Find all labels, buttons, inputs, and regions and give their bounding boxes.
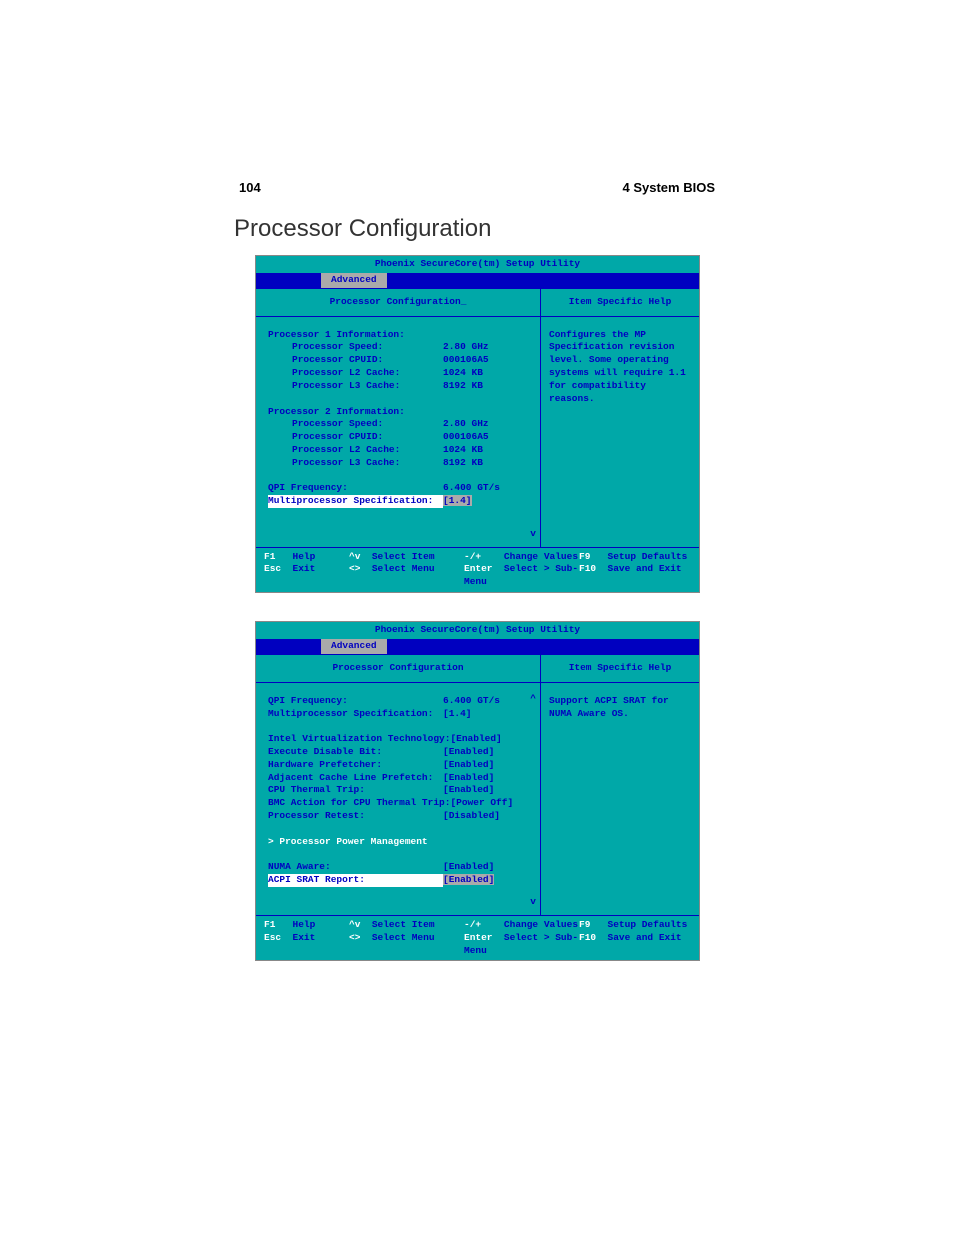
help-text: Configures the MP Specification revision… — [541, 317, 699, 418]
proc2-speed-label: Processor Speed: — [268, 418, 443, 431]
help-panel-title: Item Specific Help — [541, 289, 699, 317]
ctt-value[interactable]: [Enabled] — [443, 784, 532, 797]
page-number: 104 — [239, 180, 261, 195]
proc1-l2-value: 1024 KB — [443, 367, 532, 380]
mp-spec-value[interactable]: [1.4] — [443, 495, 472, 506]
bios-help-panel: Item Specific Help Configures the MP Spe… — [541, 289, 699, 547]
bios-footer: F1 Help ^v Select Item -/+ Change Values… — [256, 547, 699, 592]
proc2-speed-value: 2.80 GHz — [443, 418, 532, 431]
vt-value[interactable]: [Enabled] — [450, 733, 532, 746]
bios-screen-2: Phoenix SecureCore(tm) Setup Utility Adv… — [255, 621, 700, 961]
qpi-value: 6.400 GT/s — [443, 695, 532, 708]
mp-spec-value[interactable]: [1.4] — [443, 708, 532, 721]
vt-label[interactable]: Intel Virtualization Technology: — [268, 733, 450, 746]
main-panel-title: Processor Configuration_ — [256, 289, 540, 317]
bios-screen-1: Phoenix SecureCore(tm) Setup Utility Adv… — [255, 255, 700, 593]
numa-value[interactable]: [Enabled] — [443, 861, 532, 874]
bmc-label[interactable]: BMC Action for CPU Thermal Trip: — [268, 797, 450, 810]
bmc-value[interactable]: [Power Off] — [450, 797, 532, 810]
pr-value[interactable]: [Disabled] — [443, 810, 532, 823]
numa-label[interactable]: NUMA Aware: — [268, 861, 443, 874]
proc2-l2-label: Processor L2 Cache: — [268, 444, 443, 457]
tab-advanced[interactable]: Advanced — [321, 639, 387, 654]
proc2-l3-label: Processor L3 Cache: — [268, 457, 443, 470]
tab-advanced[interactable]: Advanced — [321, 273, 387, 288]
bios-main-panel: Processor Configuration_ Processor 1 Inf… — [256, 289, 541, 547]
srat-label[interactable]: ACPI SRAT Report: — [268, 874, 443, 887]
mp-spec-label[interactable]: Multiprocessor Specification: — [268, 708, 443, 721]
scroll-up-icon: ^ — [530, 693, 536, 706]
xd-label[interactable]: Execute Disable Bit: — [268, 746, 443, 759]
proc1-speed-value: 2.80 GHz — [443, 341, 532, 354]
bios-tabbar: Advanced — [256, 639, 699, 655]
help-panel-title: Item Specific Help — [541, 655, 699, 683]
proc1-l3-value: 8192 KB — [443, 380, 532, 393]
section-title: Processor Configuration — [234, 215, 720, 243]
mp-spec-label[interactable]: Multiprocessor Specification: — [268, 495, 443, 508]
qpi-label: QPI Frequency: — [268, 695, 443, 708]
bios-footer: F1 Help ^v Select Item -/+ Change Values… — [256, 915, 699, 960]
proc1-cpuid-value: 000106A5 — [443, 354, 532, 367]
proc2-header: Processor 2 Information: — [268, 406, 443, 419]
proc1-cpuid-label: Processor CPUID: — [268, 354, 443, 367]
aclp-label[interactable]: Adjacent Cache Line Prefetch: — [268, 772, 443, 785]
page-header: 104 4 System BIOS — [234, 180, 720, 195]
bios-title: Phoenix SecureCore(tm) Setup Utility — [256, 256, 699, 273]
scroll-down-icon: v — [530, 528, 536, 541]
proc1-header: Processor 1 Information: — [268, 329, 443, 342]
aclp-value[interactable]: [Enabled] — [443, 772, 532, 785]
proc2-l2-value: 1024 KB — [443, 444, 532, 457]
hp-value[interactable]: [Enabled] — [443, 759, 532, 772]
qpi-label: QPI Frequency: — [268, 482, 443, 495]
proc2-cpuid-value: 000106A5 — [443, 431, 532, 444]
help-text: Support ACPI SRAT for NUMA Aware OS. — [541, 683, 699, 733]
proc2-l3-value: 8192 KB — [443, 457, 532, 470]
ctt-label[interactable]: CPU Thermal Trip: — [268, 784, 443, 797]
chapter-title: 4 System BIOS — [623, 180, 716, 195]
scroll-down-icon: v — [530, 896, 536, 909]
proc2-cpuid-label: Processor CPUID: — [268, 431, 443, 444]
proc1-speed-label: Processor Speed: — [268, 341, 443, 354]
proc1-l3-label: Processor L3 Cache: — [268, 380, 443, 393]
qpi-value: 6.400 GT/s — [443, 482, 532, 495]
proc1-l2-label: Processor L2 Cache: — [268, 367, 443, 380]
ppm-submenu[interactable]: > Processor Power Management — [268, 836, 428, 849]
hp-label[interactable]: Hardware Prefetcher: — [268, 759, 443, 772]
pr-label[interactable]: Processor Retest: — [268, 810, 443, 823]
bios-main-panel: Processor Configuration ^ QPI Frequency:… — [256, 655, 541, 915]
bios-title: Phoenix SecureCore(tm) Setup Utility — [256, 622, 699, 639]
main-panel-title: Processor Configuration — [256, 655, 540, 683]
srat-value[interactable]: [Enabled] — [443, 874, 494, 885]
bios-tabbar: Advanced — [256, 273, 699, 289]
bios-help-panel: Item Specific Help Support ACPI SRAT for… — [541, 655, 699, 915]
xd-value[interactable]: [Enabled] — [443, 746, 532, 759]
